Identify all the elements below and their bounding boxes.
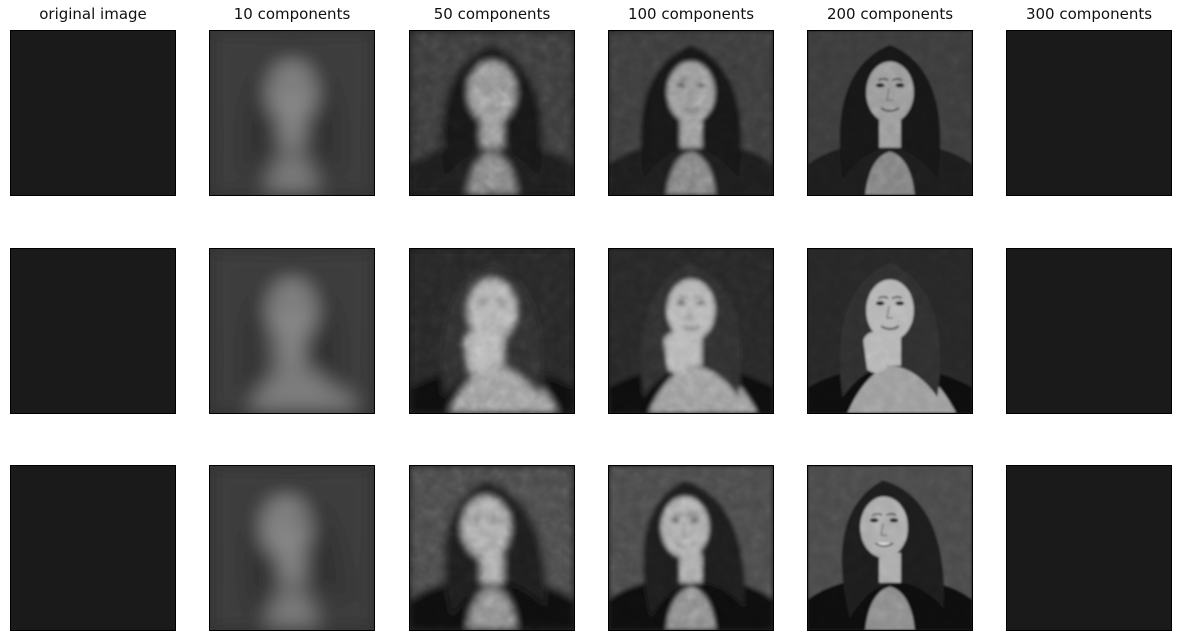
portrait-image — [210, 249, 374, 413]
portrait-image — [1007, 249, 1171, 413]
portrait-image — [609, 249, 773, 413]
portrait-image — [609, 31, 773, 195]
portrait-image — [11, 249, 175, 413]
portrait-thumbnail — [10, 465, 176, 631]
portrait-image — [609, 466, 773, 630]
portrait-thumbnail — [409, 248, 575, 414]
column-title: 200 components — [826, 5, 954, 23]
column-title: 100 components — [627, 5, 755, 23]
portrait-thumbnail — [608, 248, 774, 414]
portrait-thumbnail — [608, 30, 774, 196]
portrait-thumbnail — [209, 248, 375, 414]
portrait-image — [210, 31, 374, 195]
portrait-image — [808, 249, 972, 413]
portrait-thumbnail — [807, 30, 973, 196]
portrait-image — [808, 466, 972, 630]
portrait-image — [11, 31, 175, 195]
portrait-thumbnail — [608, 465, 774, 631]
column-title: 10 components — [233, 5, 351, 23]
portrait-thumbnail — [1006, 465, 1172, 631]
portrait-thumbnail — [409, 30, 575, 196]
column-title: 50 components — [433, 5, 551, 23]
portrait-thumbnail — [807, 248, 973, 414]
portrait-thumbnail — [807, 465, 973, 631]
portrait-image — [11, 466, 175, 630]
portrait-thumbnail — [209, 30, 375, 196]
column-title: 300 components — [1025, 5, 1153, 23]
portrait-thumbnail — [1006, 30, 1172, 196]
portrait-thumbnail — [209, 465, 375, 631]
portrait-image — [808, 31, 972, 195]
portrait-image — [1007, 466, 1171, 630]
portrait-image — [410, 249, 574, 413]
portrait-thumbnail — [409, 465, 575, 631]
portrait-image — [1007, 31, 1171, 195]
portrait-image — [410, 466, 574, 630]
portrait-thumbnail — [10, 248, 176, 414]
portrait-thumbnail — [1006, 248, 1172, 414]
portrait-thumbnail — [10, 30, 176, 196]
column-title: original image — [39, 5, 147, 23]
portrait-image — [410, 31, 574, 195]
portrait-image — [210, 466, 374, 630]
